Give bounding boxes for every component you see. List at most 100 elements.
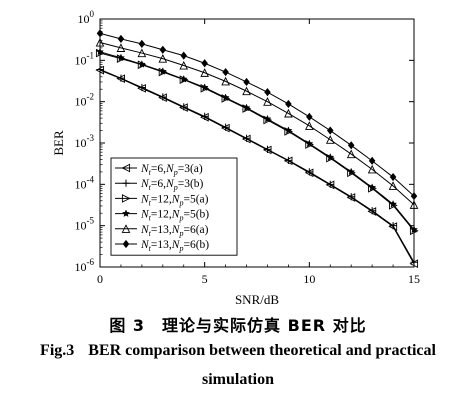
data-point [180,51,187,60]
legend-marker [121,209,131,218]
data-point [263,97,272,106]
figure-caption-english-line2: simulation [201,371,274,388]
data-point [222,123,230,131]
data-point [201,59,208,68]
data-point [284,156,292,164]
data-point [346,149,356,159]
x-tick-label: 10 [303,272,315,286]
data-point [284,108,293,118]
data-point [410,258,418,266]
data-point [117,74,125,82]
data-point [389,199,398,208]
legend-label: Nt=6,Np=3(b) [140,178,204,192]
data-point [242,103,251,112]
data-point [200,68,209,77]
y-tick-label: 10-3 [75,133,95,150]
series-line [99,32,415,197]
legend-label: Nt=12,Np=5(b) [140,209,209,223]
data-point [159,45,167,54]
data-point [159,93,167,101]
data-point [306,112,313,121]
data-point [325,135,335,144]
data-point [137,48,147,58]
series-6 [96,29,418,201]
data-point [222,67,229,77]
data-point [388,181,398,190]
legend-item: Nt=12,Np=5(a) [115,193,209,207]
legend-marker [121,163,131,173]
data-point [327,126,334,135]
data-point [201,112,209,121]
x-tick-label: 5 [202,272,208,286]
series-line [99,51,415,230]
legend-label: Nt=12,Np=5(a) [140,193,209,207]
x-tick-label: 15 [408,272,420,286]
data-point [263,114,272,123]
series-line [99,52,415,232]
series-line [99,69,415,263]
y-tick-label: 10-6 [75,257,95,274]
data-point [368,183,377,191]
x-axis-label: SNR/dB [235,292,279,307]
legend-label: Nt=6,Np=3(a) [140,163,203,177]
data-point [95,37,105,47]
data-point [305,168,313,176]
data-point [409,200,419,209]
series-4 [95,47,419,234]
data-point [264,88,271,97]
data-point [242,86,251,96]
data-point [95,47,105,56]
y-tick-label: 10-4 [75,174,95,191]
data-point [367,164,377,174]
legend-label: Nt=13,Np=6(a) [140,224,209,238]
data-point [305,121,314,130]
figure-caption-chinese: 图 3 理论与实际仿真 BER 对比 [109,316,367,335]
data-point [138,39,146,48]
data-point [96,65,104,74]
data-point [389,172,397,182]
data-point [137,60,146,68]
data-point [179,60,189,70]
data-point [285,99,292,109]
y-tick-label: 10-2 [75,92,95,109]
data-point [180,103,188,111]
chart-axes: 0 5 10 15 100 10-1 10-2 10-3 10-4 10-5 10-6 [75,9,421,286]
legend-item: Nt=13,Np=6(a) [115,224,209,238]
data-point [263,145,272,154]
data-point [96,29,104,38]
series-5 [95,37,419,209]
data-point [117,34,125,43]
data-point [347,167,356,176]
series-line [99,69,415,264]
chart-legend: Nt=6,Np=3(a)Nt=6,Np=3(b)Nt=12,Np=5(a) Nt=… [110,157,238,256]
legend-box [110,157,238,256]
data-point [243,77,250,87]
data-point [116,53,125,62]
figure-caption-english-line1: Fig.3 BER comparison between theoretical … [0,342,476,360]
y-axis-label: BER [51,130,66,156]
data-point [389,222,397,230]
data-point [221,76,230,86]
figure-number: Fig.3 [40,342,75,359]
data-point [368,156,376,165]
data-point [284,126,293,134]
legend-item: Nt=13,Np=6(b) [115,239,209,253]
data-point [200,83,209,91]
chart-series [95,29,419,269]
legend-marker [122,239,130,249]
data-point [138,83,146,92]
y-tick-label: 10-1 [75,50,95,67]
data-point [158,67,167,75]
series-line [99,42,415,206]
data-point [326,153,335,161]
figure-caption-text: BER comparison between theoretical and p… [88,342,436,359]
x-tick-label: 0 [97,272,103,286]
data-point [368,207,376,215]
data-point [242,134,251,142]
legend-item: Nt=6,Np=3(b) [115,178,204,192]
y-tick-label: 100 [78,9,95,26]
data-point [347,193,355,201]
legend-marker [122,179,130,187]
data-point [410,191,418,201]
data-point [179,74,188,83]
